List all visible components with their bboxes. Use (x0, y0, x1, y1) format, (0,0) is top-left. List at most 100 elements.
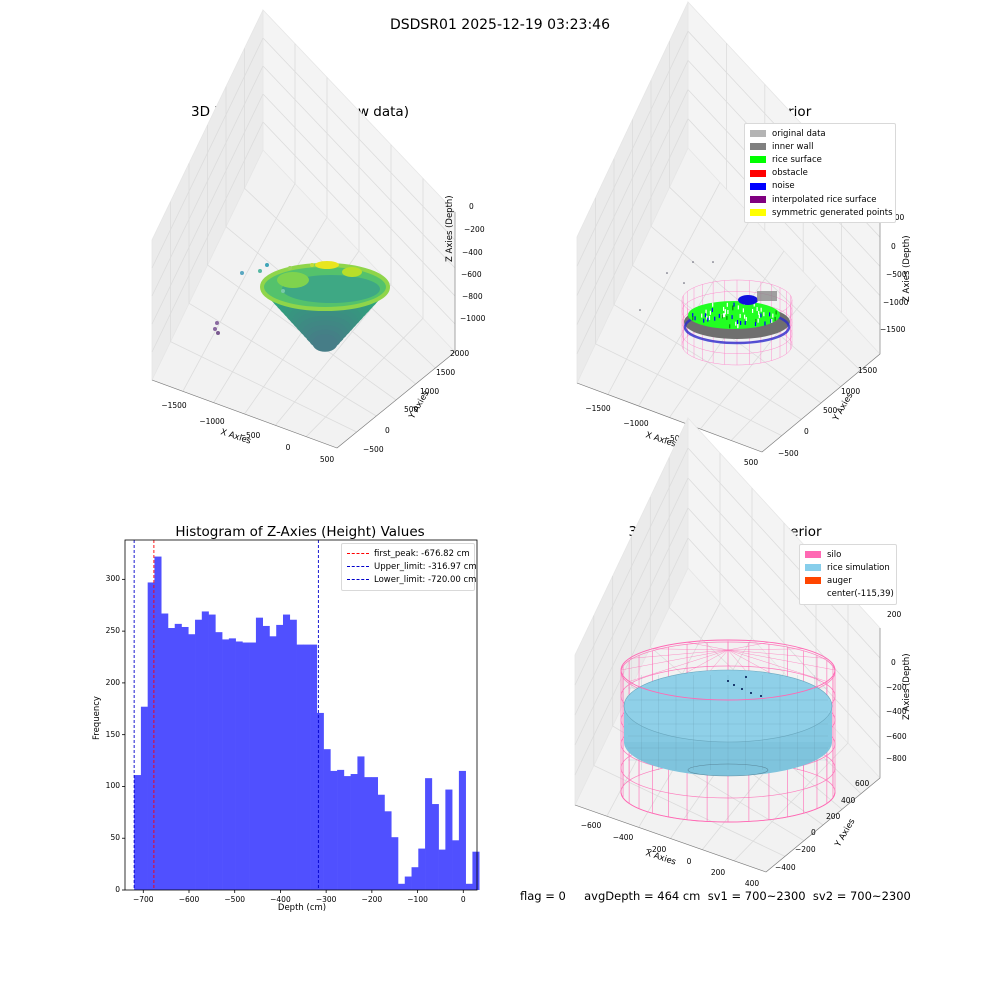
classify-legend-entry: inner wall (750, 140, 890, 153)
classified-point (708, 315, 711, 320)
legend-label: inner wall (772, 141, 814, 152)
classified-point (737, 305, 739, 310)
legend-label: Lower_limit: -720.00 cm (374, 574, 477, 585)
classified-point (755, 318, 757, 323)
histogram-bar (161, 613, 169, 890)
wall-grid-line (574, 477, 689, 716)
wall-grid-line (262, 37, 456, 241)
histogram-x-tick: −500 (224, 895, 246, 904)
raw-y-tick: −500 (363, 445, 384, 454)
histogram-x-tick: 0 (460, 895, 466, 904)
histogram-bar (357, 756, 365, 890)
wall-grid-line (687, 507, 881, 719)
classified-point (705, 309, 707, 314)
raw-x-tick: −500 (239, 431, 261, 440)
histogram-y-tick: 100 (105, 781, 120, 791)
outlier-point (683, 282, 685, 284)
classify-x-tick: −1500 (585, 404, 611, 413)
classify-legend-entry: noise (750, 180, 890, 193)
simulation-y-tick: 400 (841, 796, 856, 805)
raw-z-tick: −200 (464, 225, 485, 234)
histogram-x-tick: −300 (315, 895, 337, 904)
classified-point (731, 315, 733, 320)
classified-point (732, 305, 734, 310)
histogram-bar (370, 777, 379, 890)
classified-point (753, 302, 755, 307)
wall-grid-line (687, 477, 881, 689)
legend-swatch (805, 564, 821, 572)
classified-point (726, 302, 728, 307)
simulation-x-tick: 400 (744, 879, 760, 888)
classify-point-cloud (639, 261, 793, 366)
histogram-bar (310, 644, 318, 890)
simulation-z-tick: −800 (886, 754, 907, 763)
histogram-bar (445, 789, 453, 890)
wall-grid-line (576, 31, 689, 267)
simulation-legend-entry: rice simulation (805, 561, 891, 574)
simulation-y-tick: −400 (775, 863, 796, 872)
legend-swatch (750, 143, 766, 151)
legend-swatch (750, 156, 766, 164)
y-axis-line (336, 351, 456, 449)
classified-point (744, 320, 746, 325)
histogram-bar (276, 624, 284, 890)
legend-label: center(-115,39) (827, 589, 894, 600)
classified-point (723, 313, 726, 318)
simulation-x-tick: 0 (686, 857, 692, 866)
histogram-bar (330, 770, 338, 890)
classified-point (771, 319, 773, 324)
classified-point (739, 320, 742, 325)
mid-points (277, 272, 309, 288)
histogram-bar (167, 628, 176, 890)
classified-point (692, 313, 694, 318)
histogram-y-tick: 0 (115, 885, 120, 894)
classified-point (754, 322, 757, 327)
classify-legend-entry: original data (750, 127, 890, 140)
depth-band (312, 334, 338, 352)
classify-legend: original data inner wall rice surface obsta… (744, 123, 896, 224)
simulation-legend-entry: center(-115,39) (805, 588, 894, 601)
classified-point (774, 316, 776, 321)
simulation-x-tick: −600 (580, 821, 602, 830)
legend-swatch (805, 551, 821, 559)
raw-x-tick: −1500 (161, 401, 187, 410)
classified-point (751, 308, 754, 313)
histogram-bar (208, 614, 216, 890)
histogram-bar (458, 770, 466, 890)
auger-point (750, 692, 752, 694)
classify-z-tick: −1000 (883, 298, 909, 307)
outlier-point (666, 272, 668, 274)
histogram-legend-entry: Upper_limit: -316.97 cm (347, 560, 477, 573)
classify-z-tick: −1500 (880, 325, 906, 334)
figure-title: DSDSR01 2025-12-19 03:23:46 (389, 17, 610, 33)
histogram-bar (140, 706, 148, 890)
classified-point (737, 324, 739, 329)
raw-y-tick: 0 (385, 426, 390, 435)
histogram-bar (337, 769, 345, 890)
histogram-y-tick: 50 (110, 833, 120, 843)
histogram-bar (411, 867, 419, 890)
outlier-point (215, 321, 219, 325)
classify-y-tick: 500 (823, 406, 838, 415)
wall-grid-line (574, 507, 689, 746)
legend-label: rice simulation (827, 562, 890, 573)
silo-roof-line (629, 649, 729, 659)
simulation-x-tick: 200 (710, 868, 726, 877)
wall-grid-line (574, 447, 689, 686)
histogram-bar (174, 623, 182, 890)
histogram-bar (147, 582, 155, 890)
raw-y-tick: 2000 (450, 349, 470, 358)
histogram-bar (235, 641, 243, 890)
silo-roof-line (727, 649, 836, 671)
histogram-x-tick: −100 (407, 895, 428, 904)
outlier-point (281, 289, 285, 293)
x-axis-line (576, 382, 763, 453)
simulation-y-tick: 600 (855, 779, 870, 788)
histogram-y-tick: 250 (105, 626, 120, 636)
classified-point (758, 310, 760, 315)
classified-point (768, 312, 771, 317)
wall-grid-line (687, 537, 881, 749)
classified-point (770, 318, 772, 323)
classify-legend-entry: interpolated rice surface (750, 193, 890, 206)
